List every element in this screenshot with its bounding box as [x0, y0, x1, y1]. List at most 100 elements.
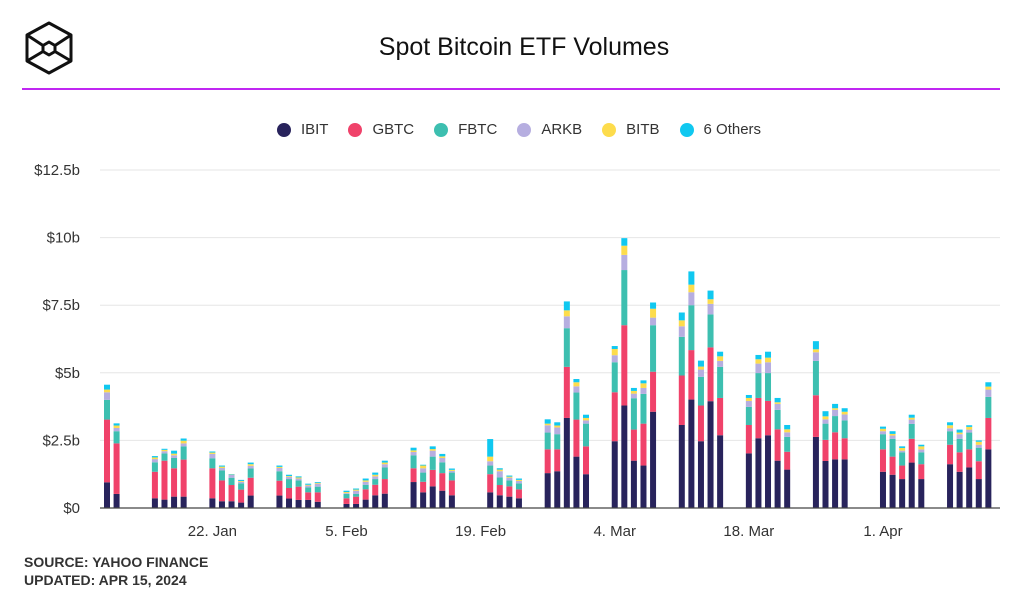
legend-item[interactable]: ARKB — [517, 121, 582, 138]
bar-segment-gbtc — [697, 405, 704, 442]
legend-item[interactable]: GBTC — [348, 121, 414, 138]
bar-segment-ibit — [621, 405, 628, 508]
bar-segment-6-others — [832, 403, 839, 409]
bar-segment-6-others — [947, 422, 954, 426]
bar-segment-gbtc — [151, 471, 158, 499]
bar-segment-6-others — [765, 351, 772, 358]
bar-segment-bitb — [104, 389, 110, 393]
bar-segment-gbtc — [238, 489, 245, 503]
bar-segment-fbtc — [171, 457, 178, 469]
bar-segment-bitb — [343, 492, 350, 494]
bar-segment-fbtc — [104, 399, 110, 420]
bar-segment-6-others — [745, 394, 752, 398]
bar-segment-6-others — [295, 476, 302, 478]
bar-segment-ibit — [429, 486, 436, 508]
bar-segment-fbtc — [812, 360, 819, 396]
legend-item[interactable]: BITB — [602, 121, 660, 138]
bar-segment-arkb — [573, 386, 580, 393]
legend-swatch — [276, 122, 291, 137]
y-tick-label: $7.5b — [42, 297, 80, 314]
legend: IBIT GBTC FBTC ARKB BITB 6 Others — [0, 121, 1024, 138]
bar-segment-bitb — [899, 447, 906, 451]
bar-segment-6-others — [381, 460, 388, 463]
legend-swatch — [517, 122, 532, 137]
bar-segment-6-others — [180, 438, 187, 441]
bar-segment-bitb — [697, 366, 704, 370]
bar-segment-bitb — [171, 453, 178, 456]
bar-segment-bitb — [448, 469, 455, 471]
bar-segment-gbtc — [947, 444, 954, 465]
bar-segment-ibit — [956, 471, 963, 508]
legend-item[interactable]: 6 Others — [679, 121, 761, 138]
bar-segment-gbtc — [353, 496, 360, 504]
bar-segment-fbtc — [429, 456, 436, 470]
bar-segment-fbtc — [343, 493, 350, 499]
bar-segment-6-others — [151, 456, 158, 458]
bar-segment-6-others — [985, 382, 992, 387]
bar-segment-arkb — [487, 461, 494, 466]
bar-segment-6-others — [879, 426, 886, 429]
bar-segment-ibit — [305, 499, 312, 508]
bar-segment-gbtc — [717, 397, 724, 436]
bar-segment-ibit — [353, 503, 360, 508]
bar-segment-bitb — [822, 416, 829, 420]
bar-segment-ibit — [918, 479, 925, 508]
bar-segment-bitb — [784, 429, 791, 433]
bar-segment-ibit — [947, 464, 954, 508]
bar-segment-fbtc — [362, 484, 369, 490]
bar-segment-ibit — [420, 492, 427, 508]
legend-item[interactable]: IBIT — [276, 121, 328, 138]
bar-segment-fbtc — [899, 452, 906, 466]
bar-segment-arkb — [286, 476, 293, 480]
header-divider — [22, 88, 1000, 90]
legend-item[interactable]: FBTC — [434, 121, 497, 138]
bar-segment-gbtc — [276, 480, 283, 496]
bar-segment-6-others — [496, 468, 503, 470]
bar-segment-6-others — [774, 397, 781, 403]
bar-segment-fbtc — [314, 486, 321, 493]
bar-segment-6-others — [899, 446, 906, 448]
bar-segment-ibit — [410, 482, 417, 508]
bar-segment-6-others — [812, 341, 819, 350]
bar-segment-fbtc — [544, 432, 551, 450]
bar-segment-ibit — [314, 501, 321, 508]
y-tick-label: $10b — [47, 230, 80, 247]
bar-segment-gbtc — [630, 429, 637, 461]
bar-segment-fbtc — [448, 472, 455, 481]
bar-segment-bitb — [295, 477, 302, 479]
bar-segment-6-others — [362, 478, 369, 481]
bar-segment-ibit — [372, 495, 379, 508]
bar-segment-fbtc — [305, 487, 312, 493]
bar-segment-bitb — [113, 425, 120, 428]
bar-segment-ibit — [879, 471, 886, 508]
bar-segment-6-others — [621, 238, 628, 246]
bar-segment-6-others — [755, 354, 762, 360]
bar-segment-ibit — [985, 449, 992, 508]
bar-segment-arkb — [171, 455, 178, 458]
bar-segment-fbtc — [506, 480, 513, 487]
bar-segment-gbtc — [506, 486, 513, 497]
bar-segment-gbtc — [429, 469, 436, 487]
bar-segment-arkb — [343, 493, 350, 494]
bar-segment-bitb — [506, 476, 513, 478]
bar-segment-6-others — [822, 411, 829, 417]
bar-segment-gbtc — [918, 464, 925, 480]
bar-segment-ibit — [573, 456, 580, 508]
legend-swatch — [434, 122, 449, 137]
bar-segment-gbtc — [381, 479, 388, 494]
bar-segment-fbtc — [286, 479, 293, 488]
y-tick-label: $2.5b — [42, 432, 80, 449]
bar-segment-6-others — [640, 380, 647, 384]
bar-segment-gbtc — [439, 473, 446, 491]
bar-segment-bitb — [774, 402, 781, 404]
bar-segment-gbtc — [372, 484, 379, 496]
bar-segment-ibit — [180, 496, 187, 508]
bar-segment-arkb — [295, 478, 302, 481]
bar-segment-bitb — [745, 397, 752, 401]
bar-segment-6-others — [841, 408, 848, 412]
bar-segment-ibit — [496, 495, 503, 508]
bar-segment-arkb — [305, 485, 312, 488]
bar-segment-gbtc — [218, 480, 225, 502]
bar-segment-fbtc — [573, 392, 580, 420]
